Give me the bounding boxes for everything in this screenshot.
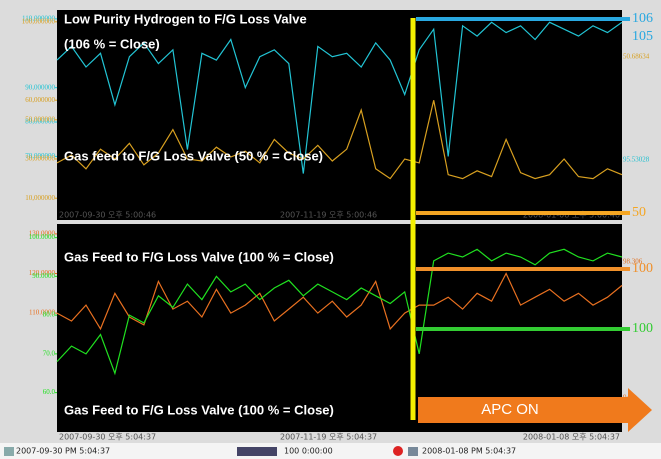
apc-arrow (418, 388, 652, 432)
y-tick-label: 100.0000 (29, 233, 56, 241)
right-label: 95.53028 (623, 156, 650, 164)
y-tick-label: 100,000000 (22, 17, 56, 25)
level-label: 105 (632, 29, 653, 44)
toolbar-icon[interactable] (4, 447, 14, 456)
start-time: 2007-09-30 PM 5:04:37 (16, 447, 110, 456)
level-label: 50 (632, 205, 646, 220)
y-tick-label: 130.0000 (29, 230, 56, 238)
end-time: 2008-01-08 PM 5:04:37 (422, 447, 516, 456)
y-tick-label: 80,000000 (25, 118, 55, 126)
y-tick-label: 110.0000 (29, 309, 55, 317)
caption: Gas feed to F/G Loss Valve (50 % = Close… (64, 148, 323, 163)
stop-button[interactable] (393, 446, 403, 456)
trace (56, 272, 623, 331)
level-label: 100 (632, 261, 653, 276)
toolbar (0, 443, 661, 459)
caption: Gas Feed to F/G Loss Valve (100 % = Clos… (64, 402, 334, 417)
caption: Low Purity Hydrogen to F/G Loss Valve (64, 11, 307, 26)
x-tick-label: 2007-09-30 오후 5:00:46 (59, 211, 156, 220)
x-tick-label: 2007-11-19 오후 5:00:46 (280, 211, 377, 220)
y-tick-label: 30,000000 (25, 155, 55, 163)
caption: Gas Feed to F/G Loss Valve (100 % = Clos… (64, 249, 334, 264)
top-panel (57, 10, 622, 220)
y-tick-label: 50,000000 (25, 115, 55, 123)
y-tick-label: 90,000000 (25, 83, 55, 91)
trace (56, 100, 623, 180)
level-label: 100 (632, 321, 653, 336)
nav-buttons[interactable] (237, 447, 277, 456)
y-tick-label: 80.0 (43, 311, 56, 319)
level-label: 106 (632, 11, 653, 26)
y-tick-label: 70.0 (43, 349, 56, 357)
x-tick-label: 2007-09-30 오후 5:04:37 (59, 433, 156, 442)
caption: (106 % = Close) (64, 36, 160, 51)
y-tick-label: 60,000000 (25, 96, 55, 104)
y-tick-label: 90.0000 (32, 272, 55, 280)
trace (56, 248, 623, 376)
right-label: 98.306 (623, 258, 643, 266)
span: 100 0:00:00 (284, 447, 333, 456)
toolbar-icon[interactable] (408, 447, 418, 456)
x-tick-label: 2007-11-19 오후 5:04:37 (280, 433, 377, 442)
apc-label: APC ON (481, 401, 539, 418)
y-tick-label: 70,000000 (25, 152, 55, 160)
x-tick-label: 2008-01-08 오후 5:04:37 (523, 433, 620, 442)
y-tick-label: 120.0000 (29, 269, 56, 277)
trace (56, 21, 623, 174)
y-tick-label: 60.0 (43, 388, 56, 396)
y-tick-label: 110,000000 (22, 14, 55, 22)
y-tick-label: 10,000000 (25, 194, 55, 202)
right-label: 50.68634 (623, 53, 650, 61)
